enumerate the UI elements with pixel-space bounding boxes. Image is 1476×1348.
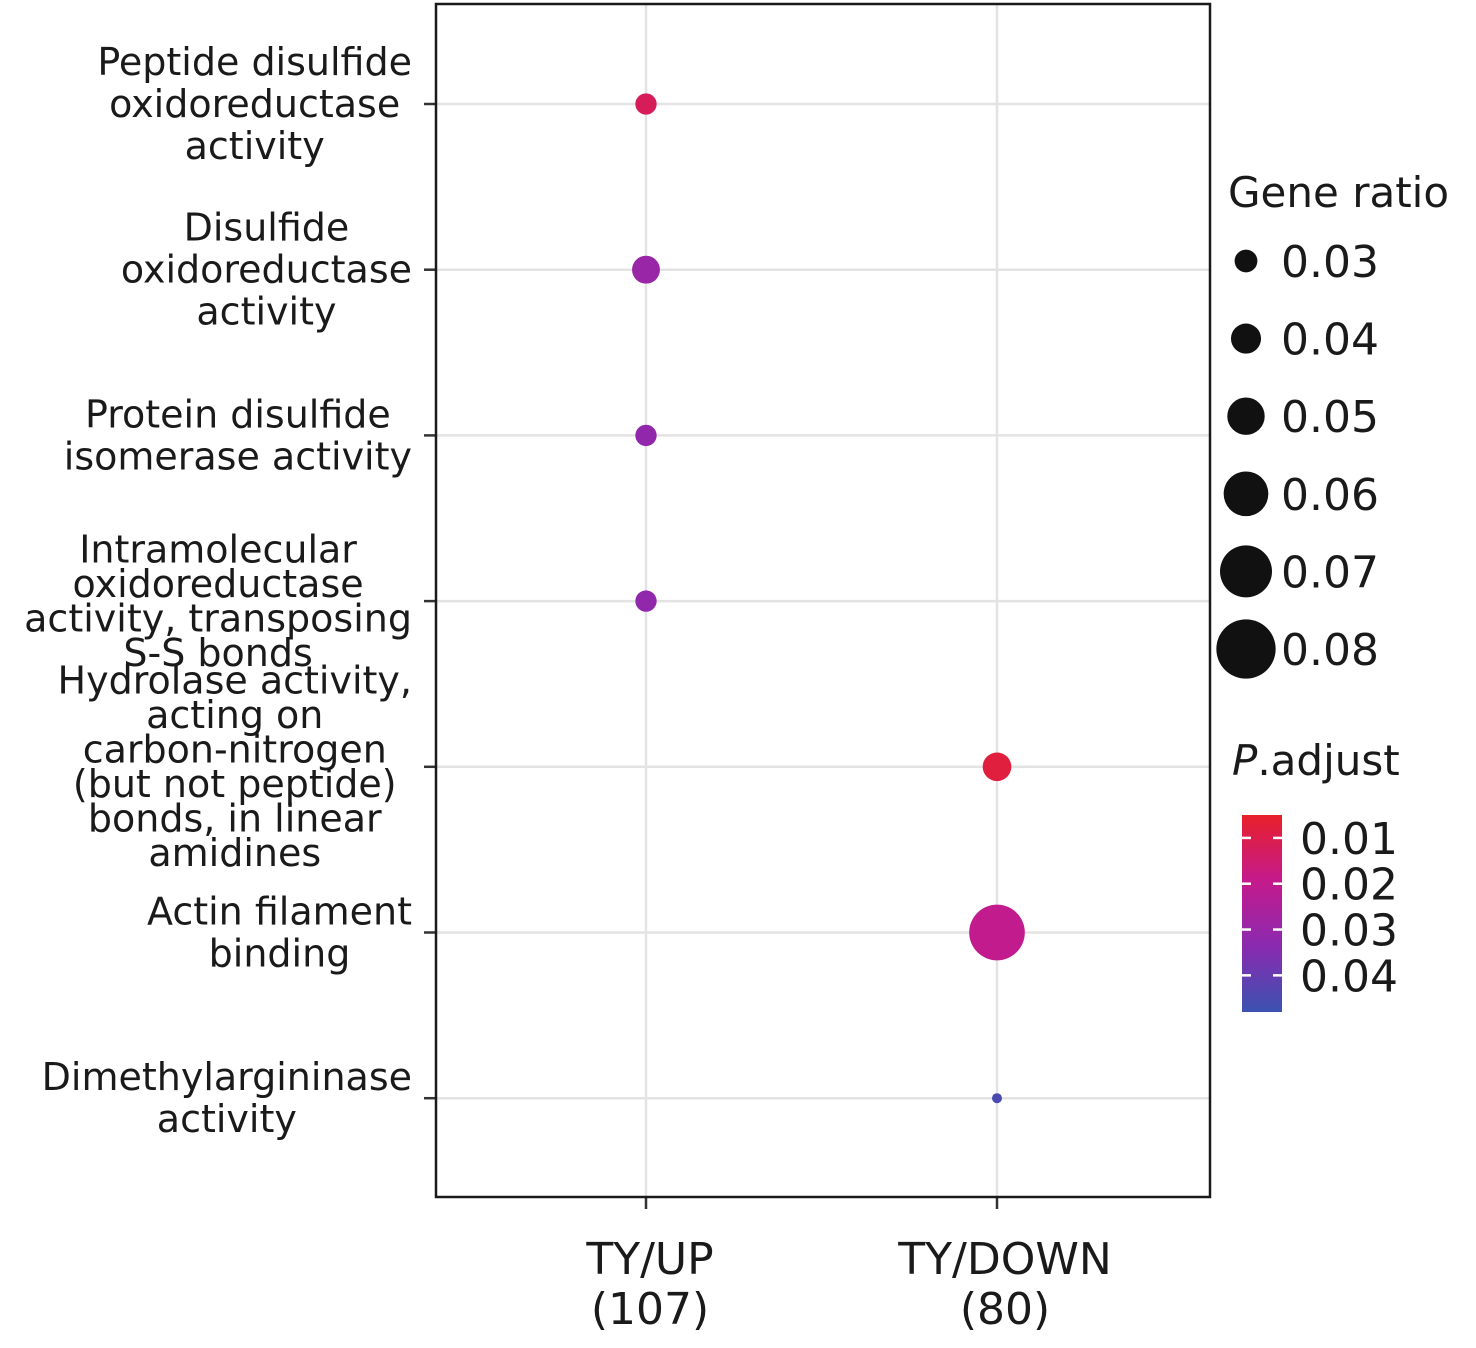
p-adjust-colorbar [1242, 815, 1282, 1012]
gene-ratio-legend-key [1220, 545, 1272, 598]
gene-ratio-legend-label: 0.04 [1281, 315, 1379, 366]
p-adjust-legend-label: 0.04 [1300, 951, 1398, 1002]
data-points [632, 93, 1025, 1104]
gene-ratio-legend-key [1223, 471, 1269, 517]
y-axis-label: Intramolecular oxidoreductase activity, tr… [24, 527, 412, 675]
gene-ratio-legend-key [1227, 397, 1265, 435]
y-axis-label: Disulfide oxidoreductase activity [121, 206, 412, 334]
data-point [635, 424, 657, 447]
grid-lines [424, 4, 1210, 1209]
x-axis-label: TY/DOWN (80) [897, 1234, 1112, 1335]
y-axis-labels: Peptide disulfide oxidoreductase activity D… [24, 40, 412, 1141]
x-axis-label: TY/UP (107) [585, 1234, 713, 1335]
p-adjust-legend-label: 0.03 [1300, 906, 1398, 957]
y-axis-label: Peptide disulfide oxidoreductase activity [97, 40, 412, 168]
gene-ratio-legend-key [1230, 323, 1262, 354]
data-point [969, 904, 1025, 961]
gene-ratio-legend: Gene ratio 0.03 0.04 0.05 0.06 0.07 0.08 [1216, 168, 1449, 679]
gene-ratio-legend-key [1216, 619, 1276, 679]
data-point [635, 93, 657, 115]
data-point [635, 590, 657, 612]
data-point [991, 1093, 1003, 1104]
p-adjust-legend-title: P.adjust [1232, 736, 1400, 785]
gene-ratio-legend-label: 0.08 [1281, 625, 1379, 676]
gene-ratio-legend-label: 0.05 [1281, 392, 1379, 443]
gene-ratio-legend-label: 0.06 [1281, 470, 1379, 521]
x-axis-labels: TY/UP (107) TY/DOWN (80) [585, 1234, 1111, 1335]
data-point [982, 752, 1012, 782]
y-axis-label: Protein disulfide isomerase activity [64, 392, 412, 478]
p-adjust-legend-label: 0.01 [1300, 814, 1398, 865]
plot-panel-border [434, 2, 1212, 1199]
y-axis-label: Dimethylargininase activity [42, 1055, 412, 1141]
y-axis-label: Hydrolase activity, acting on carbon-nitro… [58, 659, 412, 876]
gene-ratio-legend-label: 0.07 [1281, 547, 1379, 598]
p-adjust-legend: P.adjust 0.010.020.030.04 [1232, 736, 1400, 1012]
y-axis-label: Actin filament binding [147, 890, 412, 976]
gene-ratio-legend-key [1234, 249, 1258, 273]
gene-ratio-legend-title: Gene ratio [1228, 168, 1449, 217]
data-point [632, 255, 660, 284]
gene-ratio-legend-label: 0.03 [1281, 237, 1379, 288]
p-adjust-legend-label: 0.02 [1300, 860, 1398, 911]
